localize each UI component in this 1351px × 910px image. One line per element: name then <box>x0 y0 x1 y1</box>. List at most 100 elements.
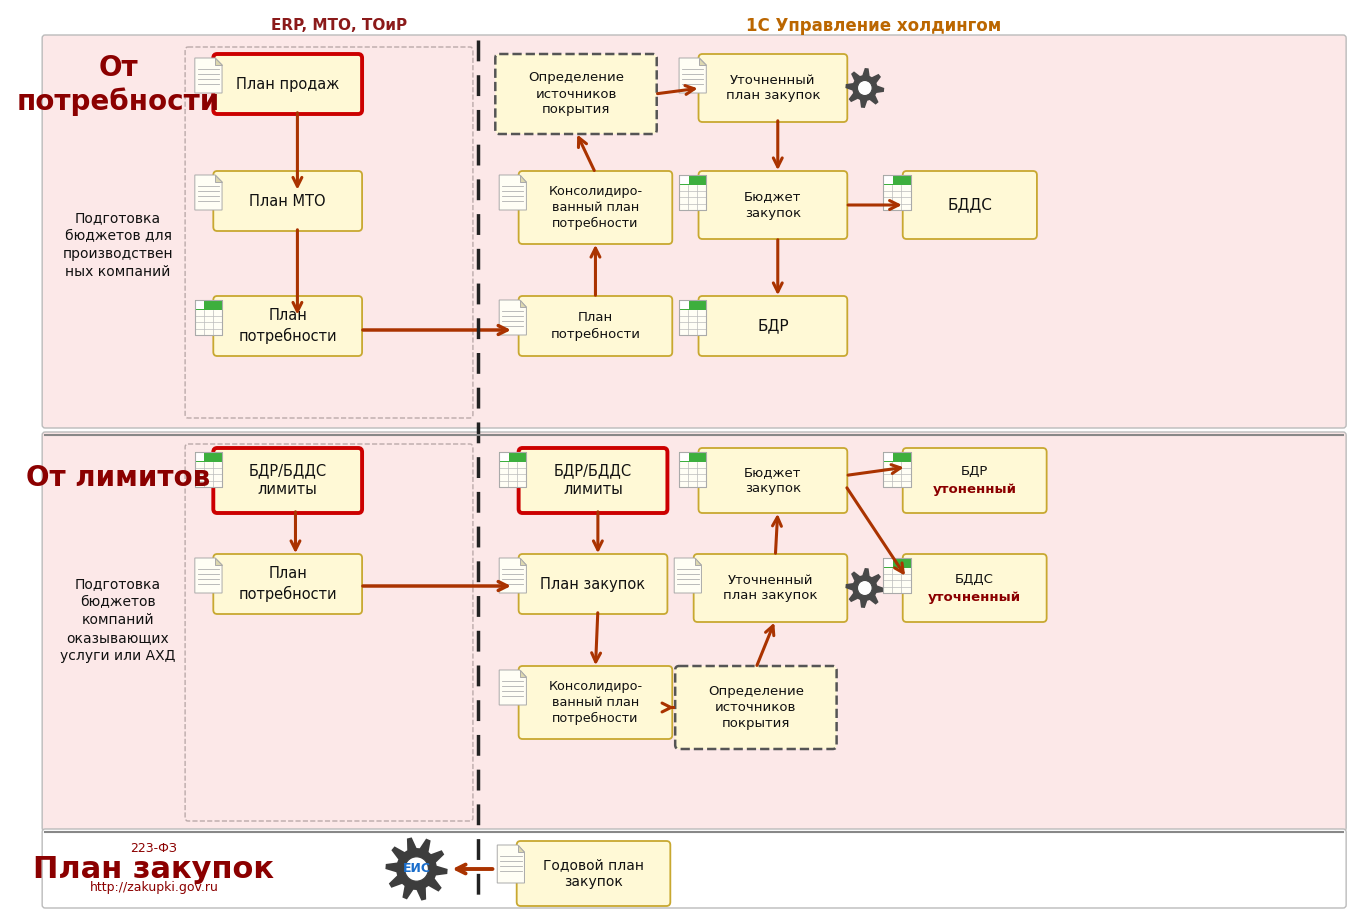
FancyBboxPatch shape <box>42 35 1346 428</box>
Polygon shape <box>195 452 222 487</box>
Text: План закупок: План закупок <box>34 854 274 884</box>
Polygon shape <box>520 558 527 565</box>
FancyBboxPatch shape <box>516 841 670 906</box>
Text: БДР: БДР <box>757 318 789 333</box>
Polygon shape <box>680 58 707 93</box>
Polygon shape <box>195 452 222 461</box>
Polygon shape <box>680 453 689 460</box>
Polygon shape <box>499 670 527 705</box>
FancyBboxPatch shape <box>496 54 657 134</box>
Text: План
потребности: План потребности <box>550 311 640 340</box>
Polygon shape <box>884 558 911 568</box>
Polygon shape <box>196 453 204 460</box>
Polygon shape <box>680 175 707 185</box>
Polygon shape <box>520 175 527 182</box>
Text: БДР: БДР <box>961 465 989 478</box>
Polygon shape <box>680 452 707 487</box>
Text: Уточненный
план закупок: Уточненный план закупок <box>725 74 820 103</box>
FancyBboxPatch shape <box>185 47 473 418</box>
Text: БДДС: БДДС <box>955 572 994 585</box>
Text: http://zakupki.gov.ru: http://zakupki.gov.ru <box>89 882 219 895</box>
Polygon shape <box>215 558 222 565</box>
FancyBboxPatch shape <box>698 171 847 239</box>
Polygon shape <box>884 175 911 210</box>
Polygon shape <box>499 452 527 461</box>
Text: План
потребности: План потребности <box>238 566 336 602</box>
Text: ЕИС: ЕИС <box>403 863 431 875</box>
Polygon shape <box>195 300 222 335</box>
Polygon shape <box>215 175 222 182</box>
FancyBboxPatch shape <box>519 171 673 244</box>
Polygon shape <box>499 452 527 487</box>
Polygon shape <box>497 845 524 883</box>
Polygon shape <box>215 58 222 65</box>
Polygon shape <box>520 300 527 307</box>
Polygon shape <box>680 175 707 210</box>
Text: Бюджет
закупок: Бюджет закупок <box>744 190 801 219</box>
FancyBboxPatch shape <box>213 296 362 356</box>
FancyBboxPatch shape <box>213 54 362 114</box>
Polygon shape <box>846 68 885 108</box>
FancyBboxPatch shape <box>698 448 847 513</box>
FancyBboxPatch shape <box>213 171 362 231</box>
Polygon shape <box>195 300 222 309</box>
Polygon shape <box>884 452 911 487</box>
Polygon shape <box>499 175 527 210</box>
Text: БДР/БДДС
лимиты: БДР/БДДС лимиты <box>249 464 327 497</box>
Text: План МТО: План МТО <box>250 194 326 208</box>
Polygon shape <box>680 176 689 184</box>
Text: ERP, МТО, ТОиР: ERP, МТО, ТОиР <box>270 18 407 34</box>
FancyBboxPatch shape <box>519 666 673 739</box>
Text: Уточненный
план закупок: Уточненный план закупок <box>723 573 817 602</box>
Text: От лимитов: От лимитов <box>26 464 211 492</box>
Text: От
потребности: От потребности <box>16 55 220 116</box>
FancyBboxPatch shape <box>676 666 836 749</box>
Text: Бюджет
закупок: Бюджет закупок <box>744 466 801 495</box>
FancyBboxPatch shape <box>519 296 673 356</box>
Text: Консолидиро-
ванный план
потребности: Консолидиро- ванный план потребности <box>549 185 643 230</box>
Polygon shape <box>884 452 911 461</box>
Text: Определение
источников
покрытия: Определение источников покрытия <box>708 685 804 730</box>
FancyBboxPatch shape <box>42 432 1346 831</box>
Text: утоненный: утоненный <box>932 483 1017 496</box>
Polygon shape <box>680 300 707 309</box>
Polygon shape <box>520 670 527 677</box>
Polygon shape <box>196 301 204 308</box>
Text: Консолидиро-
ванный план
потребности: Консолидиро- ванный план потребности <box>549 680 643 725</box>
Polygon shape <box>499 300 527 335</box>
FancyBboxPatch shape <box>902 448 1047 513</box>
FancyBboxPatch shape <box>519 554 667 614</box>
Circle shape <box>858 581 873 595</box>
Text: 1С Управление холдингом: 1С Управление холдингом <box>746 17 1001 35</box>
Polygon shape <box>885 176 893 184</box>
Polygon shape <box>385 837 447 901</box>
Polygon shape <box>499 558 527 593</box>
FancyBboxPatch shape <box>185 444 473 821</box>
FancyBboxPatch shape <box>213 554 362 614</box>
Text: 223-ФЗ: 223-ФЗ <box>131 843 177 855</box>
FancyBboxPatch shape <box>213 448 362 513</box>
Polygon shape <box>846 568 885 608</box>
Polygon shape <box>680 452 707 461</box>
Text: План
потребности: План потребности <box>238 308 336 344</box>
Polygon shape <box>517 845 524 852</box>
Polygon shape <box>884 175 911 185</box>
Polygon shape <box>674 558 701 593</box>
Polygon shape <box>694 558 701 565</box>
Circle shape <box>858 80 873 96</box>
Text: БДР/БДДС
лимиты: БДР/БДДС лимиты <box>554 464 632 497</box>
Text: Годовой план
закупок: Годовой план закупок <box>543 858 644 889</box>
Polygon shape <box>195 558 222 593</box>
FancyBboxPatch shape <box>902 171 1038 239</box>
FancyBboxPatch shape <box>42 829 1346 908</box>
Polygon shape <box>884 558 911 593</box>
Text: БДДС: БДДС <box>947 197 992 213</box>
Text: Подготовка
бюджетов для
производствен
ных компаний: Подготовка бюджетов для производствен ны… <box>62 211 173 278</box>
FancyBboxPatch shape <box>519 448 667 513</box>
Text: Подготовка
бюджетов
компаний
оказывающих
услуги или АХД: Подготовка бюджетов компаний оказывающих… <box>61 577 176 662</box>
Polygon shape <box>885 559 893 567</box>
FancyBboxPatch shape <box>693 554 847 622</box>
Polygon shape <box>500 453 509 460</box>
FancyBboxPatch shape <box>698 54 847 122</box>
Polygon shape <box>680 301 689 308</box>
